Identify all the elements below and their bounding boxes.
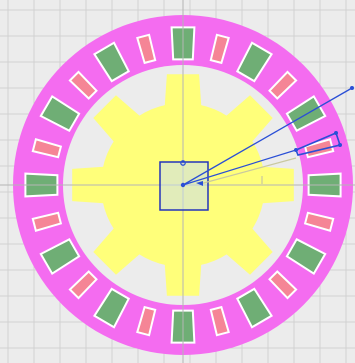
rotor-pole [93,95,143,145]
coil-phase-a [285,237,327,276]
coil-phase-b [209,33,230,65]
coil-phase-a [92,41,131,83]
coil-phase-a [39,237,81,276]
coil-phase-a [39,94,81,133]
coil-phase-b [268,70,298,100]
coil-phase-b [68,270,98,300]
dimension-annotation [180,86,354,188]
slot-point [334,131,338,135]
arrow-head [196,181,203,186]
rotor-pole [223,95,273,145]
radius-line [182,87,353,186]
center-point [180,182,186,188]
coil-phase-a [92,287,131,329]
stator-coils [24,26,342,344]
coil-phase-a [235,41,274,83]
slot-point [294,148,298,152]
coil-phase-b [136,33,157,65]
coil-phase-b [31,211,63,232]
coil-phase-b [68,70,98,100]
top-handle [180,160,186,166]
slot-point [338,143,342,147]
rotor-pole [93,225,143,275]
slot-line [182,149,297,186]
coil-phase-b [31,138,63,159]
dimension-leader [199,157,297,185]
coil-phase-b [136,305,157,337]
coil-phase-b [209,305,230,337]
rotor-pole [223,225,273,275]
radius-endpoint [350,86,354,90]
coil-phase-b [303,211,335,232]
coil-phase-b [268,270,298,300]
coil-phase-a [235,287,274,329]
coil-phase-a [285,94,327,133]
